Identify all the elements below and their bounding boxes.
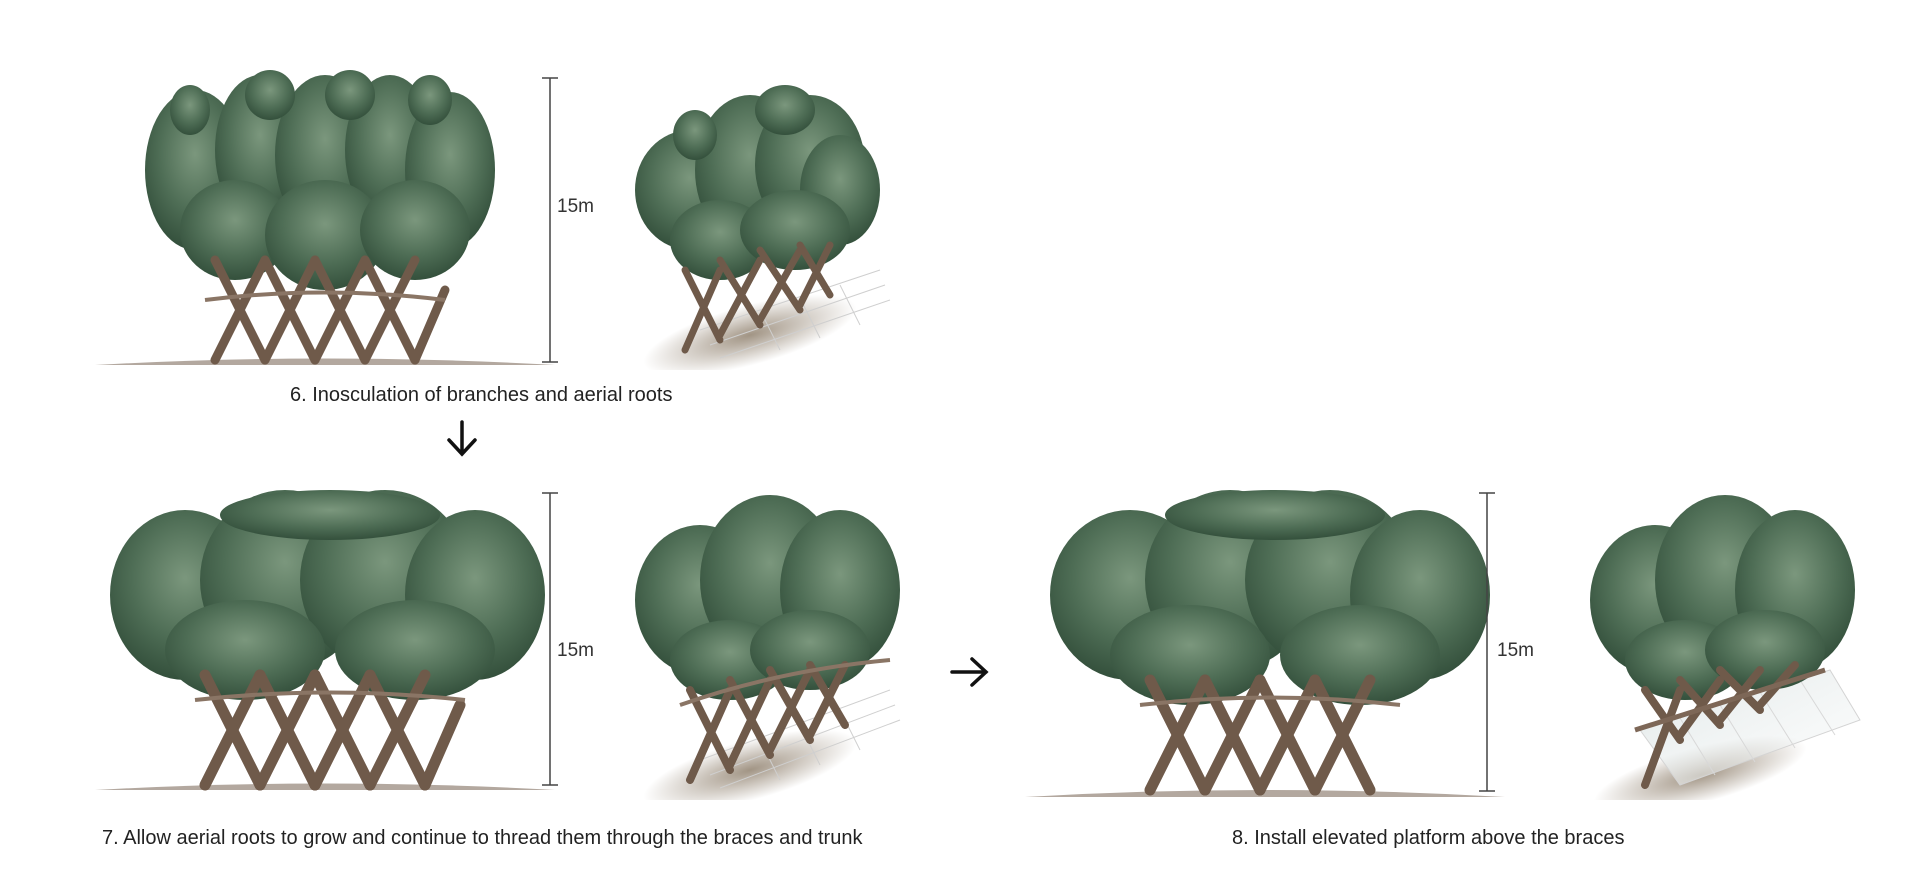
tree-wall-front-illustration (95, 70, 558, 365)
braided-trunks (686, 661, 849, 784)
step-7-front-elevation (95, 485, 565, 795)
brace-ring (194, 690, 466, 702)
brace-ring (1139, 695, 1401, 707)
braided-trunks (210, 255, 450, 365)
foliage-canopy (635, 495, 900, 700)
tree-wall-perspective-illustration (635, 495, 901, 800)
step-6-front-elevation (95, 60, 565, 370)
height-label-step-7: 15m (557, 640, 594, 661)
tree-wall-front-illustration (95, 490, 558, 791)
brace-ring (204, 290, 446, 302)
step-7-perspective (620, 490, 910, 800)
height-label-step-8: 15m (1497, 640, 1534, 661)
arrow-right-icon (950, 655, 990, 694)
foliage-canopy (110, 490, 545, 700)
ground-shadow (643, 729, 857, 800)
tree-wall-perspective-illustration (1590, 495, 1861, 800)
ground-shadow (643, 294, 857, 370)
step-8-perspective (1570, 490, 1870, 800)
caption-step-6: 6. Inosculation of branches and aerial r… (290, 384, 673, 406)
height-dimension-line (1479, 492, 1495, 792)
foliage-canopy (145, 70, 495, 290)
foliage-canopy (1590, 495, 1855, 700)
foliage-canopy (1050, 490, 1490, 705)
foliage-canopy (635, 85, 880, 280)
braided-trunks (681, 241, 834, 354)
height-dimension-line (542, 492, 558, 786)
caption-step-7: 7. Allow aerial roots to grow and contin… (102, 827, 863, 849)
tree-wall-front-illustration (1025, 490, 1505, 797)
ground-line (95, 358, 555, 365)
caption-step-8: 8. Install elevated platform above the b… (1232, 827, 1625, 849)
step-6-perspective (610, 80, 900, 370)
ground-grid (699, 689, 901, 789)
height-label-step-6: 15m (557, 196, 594, 217)
platform-beam (1634, 667, 1826, 733)
height-dimension-line (542, 77, 558, 363)
brace-ring (679, 658, 891, 707)
ground-line (95, 783, 555, 790)
tree-wall-perspective-illustration (635, 85, 891, 370)
step-8-front-elevation (1025, 485, 1515, 805)
arrow-down-icon (445, 420, 479, 463)
